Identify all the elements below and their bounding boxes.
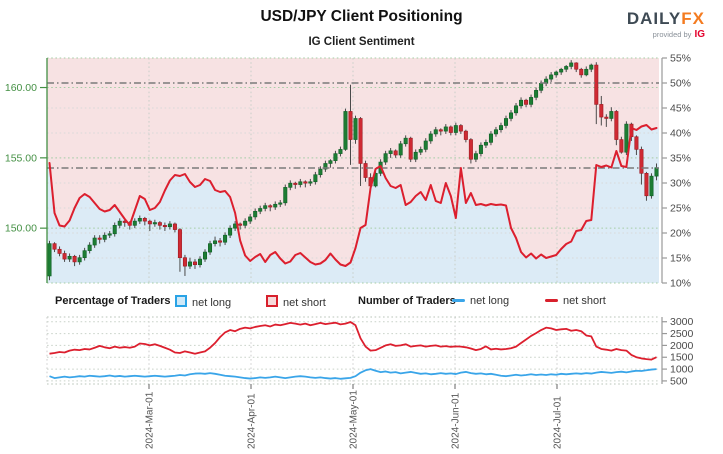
net-short-square-icon — [266, 295, 278, 307]
count-tick-label: 2000 — [670, 340, 694, 352]
pct-tick-label: 35% — [670, 153, 691, 165]
legend-pct-group-label: Percentage of Traders — [55, 295, 171, 307]
pct-tick-label: 50% — [670, 78, 691, 90]
date-tick-label: 2024-Jul-01 — [553, 396, 564, 449]
pct-net-short-line — [48, 124, 658, 267]
traders-net-long-line — [49, 368, 657, 380]
pct-tick-label: 20% — [670, 228, 691, 240]
pct-tick-label: 55% — [670, 53, 691, 65]
chart-legend: Percentage of Traders net long net short… — [0, 295, 723, 313]
net-long-line-icon — [452, 299, 465, 302]
date-tick-label: 2024-Mar-01 — [145, 391, 156, 449]
price-tick-label: 160.00 — [5, 82, 37, 94]
pct-tick-label: 30% — [670, 178, 691, 190]
net-long-square-icon — [175, 295, 187, 307]
ig-logo: IG — [694, 29, 705, 40]
price-tick-label: 150.00 — [5, 223, 37, 235]
date-tick-label: 2024-Jun-01 — [451, 392, 462, 449]
count-tick-label: 2500 — [670, 328, 694, 340]
count-tick-label: 1500 — [670, 352, 694, 364]
pct-tick-label: 40% — [670, 128, 691, 140]
pct-tick-label: 10% — [670, 278, 691, 290]
count-tick-label: 1000 — [670, 364, 694, 376]
pct-tick-label: 15% — [670, 253, 691, 265]
legend-num-group-label: Number of Traders — [358, 295, 456, 307]
price-candles — [47, 60, 659, 281]
pct-tick-label: 25% — [670, 203, 691, 215]
pct-tick-label: 45% — [670, 103, 691, 115]
net-long-area — [47, 125, 659, 283]
brand-fx-text: FX — [681, 9, 705, 28]
legend-num-net-long: net long — [452, 295, 509, 307]
brand-daily-text: DAILY — [626, 9, 682, 28]
count-tick-label: 500 — [670, 375, 688, 387]
legend-pct-net-long: net long — [175, 295, 231, 309]
net-short-line-icon — [545, 299, 558, 302]
traders-net-short-line — [49, 321, 657, 361]
chart-subtitle: IG Client Sentiment — [308, 36, 415, 48]
page-title: USD/JPY Client Positioning — [260, 8, 463, 25]
price-tick-label: 155.00 — [5, 152, 37, 164]
date-tick-label: 2024-May-01 — [349, 390, 360, 449]
legend-pct-net-short: net short — [266, 295, 326, 309]
date-tick-label: 2024-Apr-01 — [247, 393, 258, 449]
legend-num-net-short: net short — [545, 295, 606, 307]
provided-by-text: provided by — [652, 30, 692, 39]
dailyfx-logo: DAILYFX provided by IG — [627, 10, 705, 40]
count-tick-label: 3000 — [670, 316, 694, 328]
